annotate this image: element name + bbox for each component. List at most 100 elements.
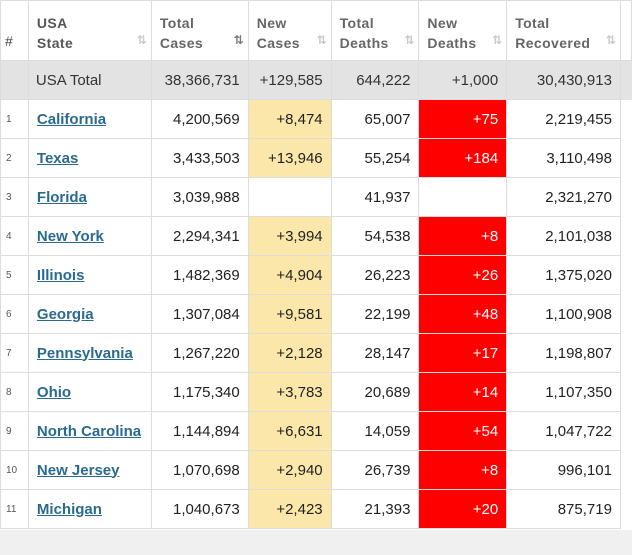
state-cell: Georgia — [27, 294, 152, 334]
state-link[interactable]: Michigan — [36, 500, 102, 518]
new-cases-cell: +9,581 — [247, 294, 332, 334]
new-deaths-column-header[interactable]: New Deaths ⇅ — [418, 0, 508, 61]
new-deaths-header-line1: New — [427, 15, 458, 31]
table-edge — [620, 216, 632, 256]
table-edge — [620, 138, 632, 178]
page-footer-band — [0, 530, 632, 555]
total-deaths-column-header[interactable]: Total Deaths ⇅ — [330, 0, 420, 61]
table-edge — [619, 0, 632, 61]
total-recovered-column-header[interactable]: Total Recovered ⇅ — [506, 0, 621, 61]
total-cases-cell: 1,040,673 — [150, 489, 249, 529]
total-cases-header-line1: Total — [159, 15, 195, 31]
state-link[interactable]: Georgia — [36, 305, 94, 323]
state-link[interactable]: Ohio — [36, 383, 72, 401]
state-link[interactable]: California — [36, 110, 107, 128]
total-recovered-cell: 1,047,722 — [506, 411, 621, 451]
new-cases-cell: +4,904 — [247, 255, 332, 295]
new-cases-cell: +6,631 — [247, 411, 332, 451]
state-cell: Ohio — [27, 372, 152, 412]
rank-cell: 9 — [0, 411, 29, 451]
usa-total-row: USA Total 38,366,731 +129,585 644,222 +1… — [0, 60, 632, 100]
total-recovered-cell: 2,101,038 — [506, 216, 621, 256]
rank-cell: 5 — [0, 255, 29, 295]
rank-cell: 11 — [0, 489, 29, 529]
state-link[interactable]: Florida — [36, 188, 87, 206]
total-recovered-cell: 1,107,350 — [506, 372, 621, 412]
total-cases-cell: 3,039,988 — [150, 177, 249, 217]
total-cases-cell: 3,433,503 — [150, 138, 249, 178]
state-column-header[interactable]: USA State ⇅ — [27, 0, 152, 61]
sort-icon[interactable]: ⇅ — [404, 33, 414, 47]
state-cell: Michigan — [27, 489, 152, 529]
state-cell: North Carolina — [27, 411, 152, 451]
total-cases-cell: 1,307,084 — [150, 294, 249, 334]
table-row: 9 North Carolina 1,144,894 +6,631 14,059 +54 1… — [0, 411, 632, 451]
table-edge — [620, 450, 632, 490]
sort-icon-active[interactable]: ⇅ — [233, 33, 244, 47]
header-row: # USA State ⇅ Total Cases ⇅ New Cases ⇅ Tot… — [0, 0, 632, 61]
table-edge — [620, 255, 632, 295]
state-link[interactable]: Pennsylvania — [36, 344, 133, 362]
rank-column-header: # — [0, 0, 29, 61]
sort-icon[interactable]: ⇅ — [316, 33, 327, 47]
sort-icon[interactable]: ⇅ — [136, 33, 147, 47]
new-deaths-cell: +26 — [418, 255, 508, 295]
total-recovered-cell: 2,219,455 — [506, 99, 621, 139]
state-link[interactable]: Illinois — [36, 266, 85, 284]
rank-cell: 8 — [0, 372, 29, 412]
total-deaths-cell: 28,147 — [330, 333, 420, 373]
new-cases-column-header[interactable]: New Cases ⇅ — [247, 0, 332, 61]
sort-icon[interactable]: ⇅ — [605, 33, 616, 47]
total-recovered-cell: 1,375,020 — [506, 255, 621, 295]
total-deaths-cell: 26,223 — [330, 255, 420, 295]
new-deaths-cell — [418, 177, 508, 217]
total-deaths-cell: 65,007 — [330, 99, 420, 139]
total-deaths-cell: 41,937 — [330, 177, 420, 217]
total-cases-column-header[interactable]: Total Cases ⇅ — [150, 0, 249, 61]
new-cases-cell: +3,783 — [247, 372, 332, 412]
table-row: 4 New York 2,294,341 +3,994 54,538 +8 2,101,03… — [0, 216, 632, 256]
new-cases-header-line2: Cases — [256, 35, 300, 51]
rank-header-label: # — [5, 33, 14, 49]
total-deaths-cell: 644,222 — [330, 60, 420, 100]
new-deaths-cell: +48 — [418, 294, 508, 334]
new-deaths-cell: +17 — [418, 333, 508, 373]
table-edge — [620, 99, 632, 139]
table-row: 3 Florida 3,039,988 41,937 2,321,270 — [0, 177, 632, 217]
total-cases-header-line2: Cases — [159, 35, 204, 51]
new-cases-cell: +2,940 — [247, 450, 332, 490]
total-cases-cell: 38,366,731 — [150, 60, 249, 100]
total-cases-cell: 2,294,341 — [150, 216, 249, 256]
state-header-line1: USA — [36, 15, 68, 31]
state-link[interactable]: New York — [36, 227, 104, 245]
total-rank-cell — [0, 60, 29, 100]
total-recovered-cell: 3,110,498 — [506, 138, 621, 178]
rank-cell: 4 — [0, 216, 29, 256]
total-deaths-cell: 14,059 — [330, 411, 420, 451]
state-link[interactable]: Texas — [36, 149, 79, 167]
state-link[interactable]: North Carolina — [36, 422, 142, 440]
state-link[interactable]: New Jersey — [36, 461, 120, 479]
state-cell: Texas — [27, 138, 152, 178]
state-cell: New York — [27, 216, 152, 256]
new-cases-cell: +129,585 — [247, 60, 332, 100]
total-recovered-cell: 996,101 — [506, 450, 621, 490]
rank-cell: 1 — [0, 99, 29, 139]
total-cases-cell: 4,200,569 — [150, 99, 249, 139]
new-deaths-cell: +75 — [418, 99, 508, 139]
new-deaths-cell: +1,000 — [418, 60, 508, 100]
sort-icon[interactable]: ⇅ — [492, 33, 502, 47]
table-edge — [620, 489, 632, 529]
new-deaths-cell: +14 — [418, 372, 508, 412]
total-recovered-cell: 1,198,807 — [506, 333, 621, 373]
table-edge — [620, 372, 632, 412]
rank-cell: 3 — [0, 177, 29, 217]
total-cases-cell: 1,267,220 — [150, 333, 249, 373]
rank-cell: 2 — [0, 138, 29, 178]
new-cases-cell: +3,994 — [247, 216, 332, 256]
total-cases-cell: 1,144,894 — [150, 411, 249, 451]
new-cases-cell: +2,128 — [247, 333, 332, 373]
new-cases-cell: +8,474 — [247, 99, 332, 139]
total-deaths-cell: 26,739 — [330, 450, 420, 490]
state-cell: California — [27, 99, 152, 139]
